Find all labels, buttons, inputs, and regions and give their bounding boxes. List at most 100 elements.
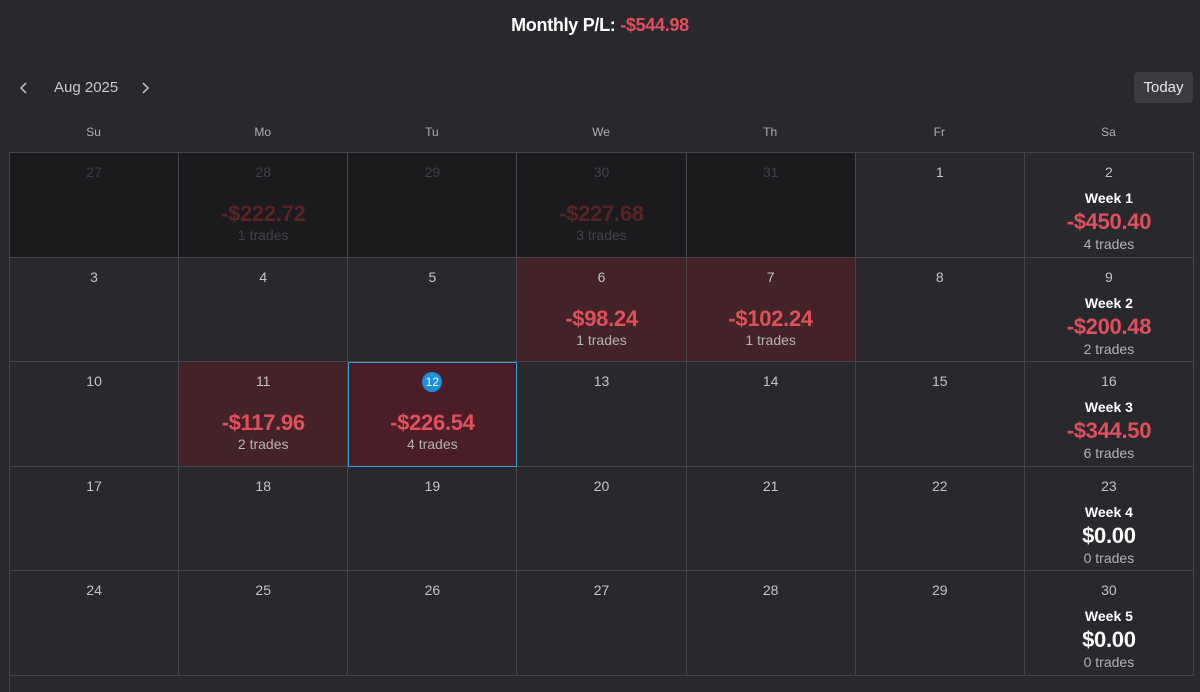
week-pl-value: $0.00 <box>1082 627 1136 652</box>
calendar-grid: 27 28 -$222.72 1 trades 29 30 -$227.68 3 trades… <box>9 152 1194 692</box>
calendar-day[interactable]: 7 -$102.24 1 trades <box>686 257 856 362</box>
day-pl-value: -$227.68 <box>559 201 644 226</box>
weekday-label: Mo <box>254 125 272 139</box>
day-trade-count: 3 trades <box>576 227 627 243</box>
day-number: 11 <box>255 373 271 389</box>
calendar-day[interactable]: 29 <box>855 571 1025 676</box>
calendar-day[interactable]: 22 <box>855 466 1025 571</box>
calendar-day[interactable]: 26 <box>348 571 518 676</box>
calendar-day[interactable]: 1 <box>855 153 1025 258</box>
day-number: 23 <box>1101 477 1117 494</box>
calendar-day[interactable]: 30 -$227.68 3 trades <box>517 153 687 258</box>
calendar-day[interactable]: 31 <box>686 153 856 258</box>
calendar-day[interactable]: 27 <box>517 571 687 676</box>
week-summary-cell[interactable]: 23 Week 4 $0.00 0 trades <box>1024 466 1194 571</box>
day-number: 8 <box>935 268 944 285</box>
calendar-day[interactable]: 3 <box>10 257 180 362</box>
day-number: 2 <box>1105 164 1113 180</box>
calendar-day[interactable]: 10 <box>10 362 180 467</box>
day-number: 17 <box>86 477 102 494</box>
calendar-day-today[interactable]: 12 -$226.54 4 trades <box>348 362 518 467</box>
week-summary-cell[interactable]: 9 Week 2 -$200.48 2 trades <box>1024 257 1194 362</box>
day-number: 14 <box>762 373 779 389</box>
day-trade-count: 1 trades <box>745 331 796 348</box>
day-trade-count: 2 trades <box>237 436 289 452</box>
week-label: Week 4 <box>1084 503 1133 520</box>
next-month-button[interactable] <box>133 76 157 100</box>
day-trade-count: 1 trades <box>237 227 289 243</box>
chevron-right-icon <box>142 82 150 94</box>
calendar-day[interactable]: 5 <box>348 257 518 362</box>
calendar-day[interactable]: 25 <box>179 571 349 676</box>
week-trade-count: 0 trades <box>1083 549 1135 566</box>
calendar-day[interactable]: 14 <box>686 362 856 467</box>
monthly-pl-label: Monthly P/L: <box>511 15 616 35</box>
calendar-day[interactable]: 17 <box>10 466 180 571</box>
day-pl-value: -$102.24 <box>728 305 813 331</box>
week-label: Week 1 <box>1084 190 1133 206</box>
week-trade-count: 2 trades <box>1083 340 1135 357</box>
weekday-label: Th <box>763 125 778 139</box>
calendar-day[interactable]: 4 <box>179 257 349 362</box>
day-pl-value: -$117.96 <box>221 410 306 435</box>
day-number: 28 <box>762 582 779 598</box>
calendar-day[interactable]: 29 <box>348 153 518 258</box>
calendar-day[interactable]: 8 <box>855 257 1025 362</box>
week-pl-value: -$344.50 <box>1066 418 1152 443</box>
weekday-label: Fr <box>933 125 945 139</box>
calendar-day[interactable]: 20 <box>517 466 687 571</box>
calendar-day[interactable]: 11 -$117.96 2 trades <box>179 362 349 467</box>
today-badge: 12 <box>422 372 443 392</box>
week-trade-count: 0 trades <box>1083 654 1135 670</box>
calendar-day[interactable]: 28 <box>686 571 856 676</box>
prev-month-button[interactable] <box>12 76 36 100</box>
calendar-day[interactable]: 21 <box>686 466 856 571</box>
day-pl-value: -$98.24 <box>565 305 638 331</box>
day-number: 19 <box>424 477 441 494</box>
day-number: 31 <box>762 164 779 180</box>
day-number: 15 <box>931 373 948 389</box>
day-number: 7 <box>766 268 775 285</box>
calendar-day[interactable]: 13 <box>517 362 687 467</box>
week-label: Week 5 <box>1084 608 1133 624</box>
week-summary-cell[interactable]: 30 Week 5 $0.00 0 trades <box>1024 571 1194 676</box>
calendar-day[interactable]: 19 <box>348 466 518 571</box>
weekday-label: We <box>592 125 610 139</box>
day-number: 26 <box>424 582 441 598</box>
day-number: 25 <box>255 582 271 598</box>
day-number: 27 <box>593 582 610 598</box>
day-number: 16 <box>1101 373 1117 389</box>
day-number: 27 <box>86 164 102 180</box>
day-number: 29 <box>424 164 441 180</box>
day-number: 30 <box>593 164 610 180</box>
day-number: 4 <box>259 268 268 285</box>
today-button[interactable]: Today <box>1134 72 1193 103</box>
day-number: 9 <box>1105 268 1113 285</box>
day-number: 30 <box>1101 582 1117 598</box>
day-number: 24 <box>86 582 102 598</box>
day-number: 22 <box>931 477 948 494</box>
day-number: 1 <box>935 164 944 180</box>
day-number: 28 <box>255 164 271 180</box>
calendar-day[interactable]: 18 <box>179 466 349 571</box>
calendar-day[interactable]: 15 <box>855 362 1025 467</box>
day-number: 20 <box>593 477 610 494</box>
day-number: 6 <box>597 268 606 285</box>
day-pl-value: -$226.54 <box>390 410 475 435</box>
calendar-day[interactable]: 24 <box>10 571 180 676</box>
calendar-day[interactable]: 28 -$222.72 1 trades <box>179 153 349 258</box>
day-number: 18 <box>255 477 271 494</box>
day-number: 13 <box>593 373 610 389</box>
day-trade-count: 4 trades <box>407 436 458 452</box>
day-number: 12 <box>348 372 516 392</box>
day-trade-count: 1 trades <box>576 331 627 348</box>
calendar-day[interactable]: 6 -$98.24 1 trades <box>517 257 687 362</box>
day-number: 21 <box>762 477 779 494</box>
chevron-left-icon <box>19 82 27 94</box>
calendar-day[interactable]: 27 <box>10 153 180 258</box>
week-summary-cell[interactable]: 2 Week 1 -$450.40 4 trades <box>1024 153 1194 258</box>
calendar-toolbar: Aug 2025 Today <box>0 72 1200 103</box>
current-month-label: Aug 2025 <box>54 79 119 96</box>
week-summary-cell[interactable]: 16 Week 3 -$344.50 6 trades <box>1024 362 1194 467</box>
day-number: 29 <box>931 582 948 598</box>
